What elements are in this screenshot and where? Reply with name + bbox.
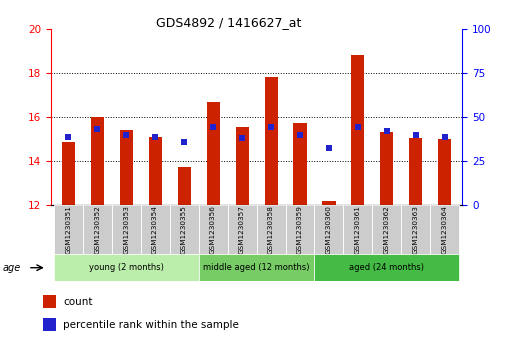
Bar xyxy=(323,201,335,205)
Text: GSM1230364: GSM1230364 xyxy=(442,205,448,254)
Bar xyxy=(54,205,83,254)
Bar xyxy=(352,56,364,205)
Text: young (2 months): young (2 months) xyxy=(89,263,164,272)
Text: GSM1230358: GSM1230358 xyxy=(268,205,274,254)
Bar xyxy=(236,127,248,205)
Bar xyxy=(380,132,394,205)
Bar xyxy=(430,205,459,254)
Text: percentile rank within the sample: percentile rank within the sample xyxy=(64,320,239,330)
Bar xyxy=(149,137,162,205)
Bar xyxy=(228,205,257,254)
Bar xyxy=(141,205,170,254)
Bar xyxy=(83,205,112,254)
Bar xyxy=(372,205,401,254)
Bar xyxy=(112,205,141,254)
Text: GSM1230351: GSM1230351 xyxy=(65,205,71,254)
Text: GSM1230356: GSM1230356 xyxy=(210,205,216,254)
Bar xyxy=(199,254,314,281)
Bar xyxy=(199,205,228,254)
Bar xyxy=(285,205,314,254)
Bar xyxy=(257,205,285,254)
Bar xyxy=(343,205,372,254)
Bar xyxy=(401,205,430,254)
Bar xyxy=(54,254,199,281)
Text: GSM1230361: GSM1230361 xyxy=(355,205,361,254)
Bar xyxy=(43,318,56,331)
Text: GSM1230357: GSM1230357 xyxy=(239,205,245,254)
Text: GSM1230359: GSM1230359 xyxy=(297,205,303,254)
Text: count: count xyxy=(64,297,93,307)
Bar xyxy=(314,205,343,254)
Text: GSM1230362: GSM1230362 xyxy=(384,205,390,254)
Bar xyxy=(438,139,452,205)
Text: GSM1230352: GSM1230352 xyxy=(94,205,100,254)
Bar xyxy=(294,123,306,205)
Text: GDS4892 / 1416627_at: GDS4892 / 1416627_at xyxy=(156,16,301,29)
Text: GSM1230360: GSM1230360 xyxy=(326,205,332,254)
Text: middle aged (12 months): middle aged (12 months) xyxy=(203,263,310,272)
Text: GSM1230353: GSM1230353 xyxy=(123,205,129,254)
Text: GSM1230354: GSM1230354 xyxy=(152,205,158,254)
Bar xyxy=(61,142,75,205)
Bar xyxy=(207,102,219,205)
Bar xyxy=(170,205,199,254)
Text: GSM1230363: GSM1230363 xyxy=(413,205,419,254)
Bar xyxy=(178,167,190,205)
Bar xyxy=(409,138,423,205)
Bar xyxy=(90,117,104,205)
Text: GSM1230355: GSM1230355 xyxy=(181,205,187,254)
Bar xyxy=(119,130,133,205)
Bar xyxy=(43,295,56,308)
Bar xyxy=(314,254,459,281)
Bar xyxy=(265,77,277,205)
Text: age: age xyxy=(3,263,21,273)
Text: aged (24 months): aged (24 months) xyxy=(350,263,425,272)
